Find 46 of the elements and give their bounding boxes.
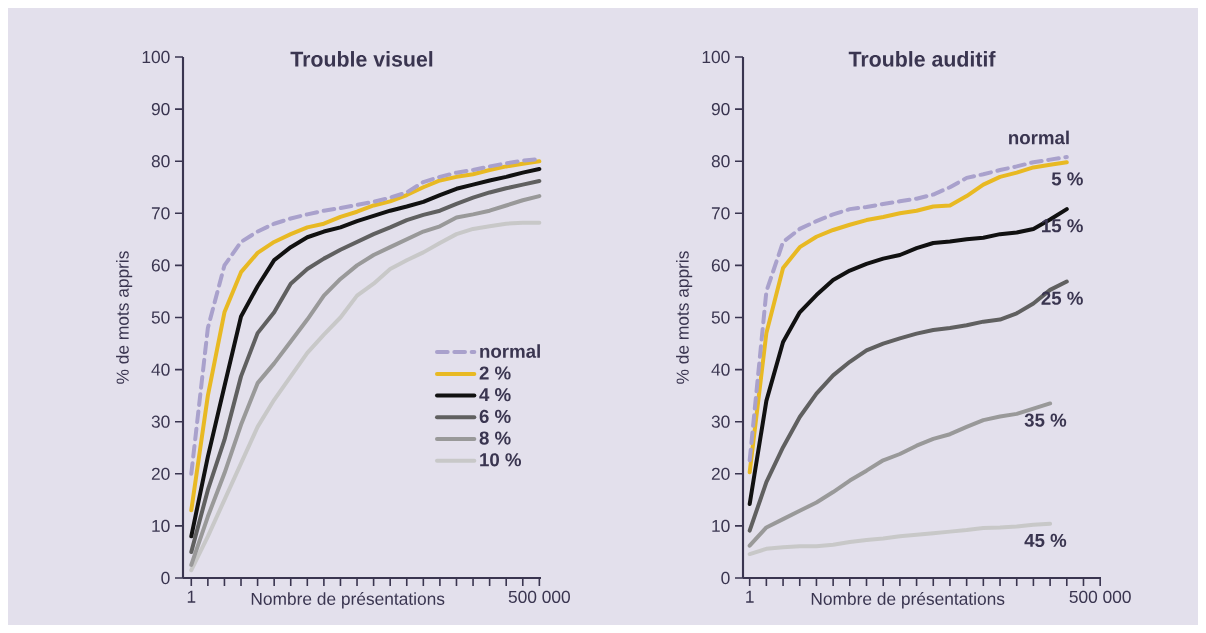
y-tick-label: 70 xyxy=(711,207,730,220)
y-tick-label: 80 xyxy=(151,155,170,168)
x-tick-label: 1 xyxy=(187,590,196,603)
x-tick-label: 1 xyxy=(746,590,754,603)
chart-title: Trouble auditif xyxy=(848,51,996,67)
series-label: 25 % xyxy=(1041,291,1083,305)
series-label: 35 % xyxy=(1024,413,1067,427)
legend-label: normal xyxy=(480,344,540,358)
y-tick-label: 80 xyxy=(711,155,730,168)
y-tick-label: 10 xyxy=(152,519,170,533)
y-tick-label: 70 xyxy=(151,207,170,220)
y-tick-label: 40 xyxy=(151,363,170,376)
y-tick-label: 100 xyxy=(702,50,730,64)
y-tick-label: 30 xyxy=(711,415,730,428)
x-tick-label: 500 000 xyxy=(1069,590,1131,603)
y-tick-label: 90 xyxy=(151,102,170,116)
x-tick-label: 500 000 xyxy=(508,590,570,603)
x-axis-title: Nombre de présentations xyxy=(251,592,445,609)
legend-label: 10 % xyxy=(480,453,522,467)
y-tick-label: 60 xyxy=(151,259,170,272)
y-tick-label: 60 xyxy=(711,259,730,272)
x-axis-title: Nombre de présentations xyxy=(811,592,1005,609)
legend-label: 8 % xyxy=(479,431,511,445)
series-label: normal xyxy=(1009,130,1069,145)
y-tick-label: 20 xyxy=(711,467,730,480)
y-tick-label: 0 xyxy=(161,571,170,585)
y-tick-label: 10 xyxy=(712,519,730,533)
series-label: 15 % xyxy=(1042,219,1083,233)
y-tick-label: 20 xyxy=(151,467,170,480)
legend-label: 2 % xyxy=(479,366,511,380)
y-tick-label: 30 xyxy=(151,415,170,428)
legend-label: 4 % xyxy=(479,388,511,402)
line-series xyxy=(747,207,1069,507)
y-tick-label: 50 xyxy=(711,311,730,324)
y-tick-label: 50 xyxy=(151,311,170,324)
y-tick-label: 0 xyxy=(721,571,730,585)
series-label: 45 % xyxy=(1024,533,1067,548)
y-tick-label: 100 xyxy=(142,50,170,64)
y-axis-title: % de mots appris xyxy=(116,251,133,384)
y-tick-label: 40 xyxy=(711,363,730,376)
line-series xyxy=(747,279,1069,533)
legend-label: 6 % xyxy=(479,409,511,423)
chart-title: Trouble visuel xyxy=(290,51,433,67)
series-label: 5 % xyxy=(1051,172,1083,186)
y-tick-label: 90 xyxy=(711,102,730,116)
y-axis-title: % de mots appris xyxy=(676,251,693,384)
